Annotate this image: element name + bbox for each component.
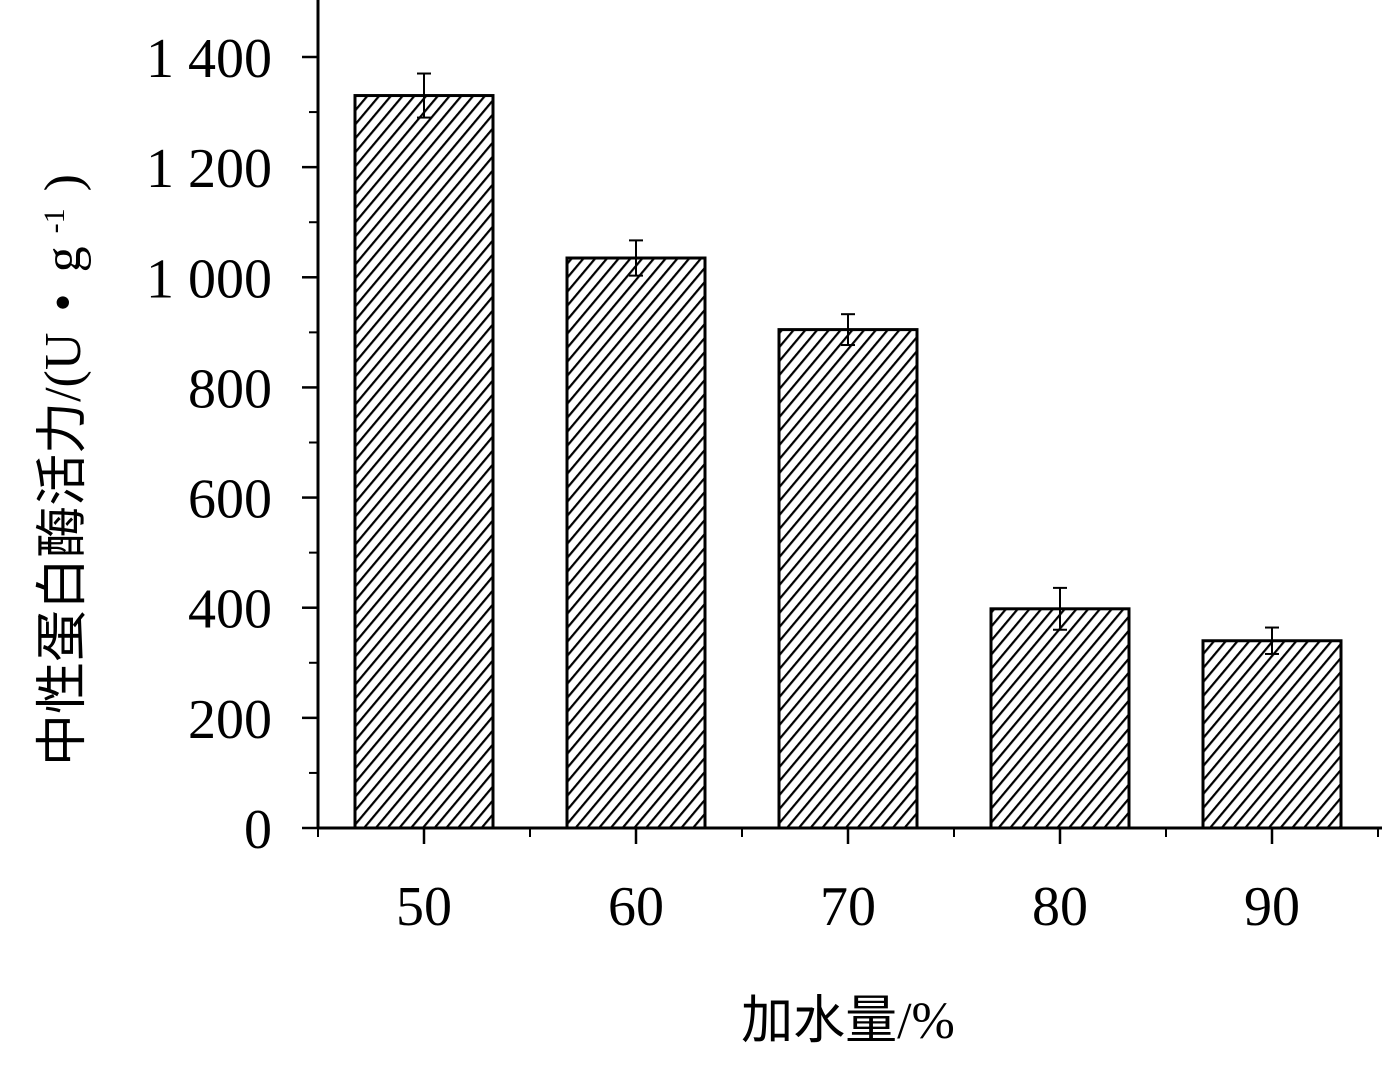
bar-80 [989,607,1131,830]
bar-60 [565,256,707,830]
y-tick-label: 800 [188,358,272,420]
y-axis-title-unit: g [35,246,92,272]
y-tick-label: 1 400 [146,28,272,90]
y-axis-title-close-paren: ) [35,174,92,191]
y-tick-label: 1 000 [146,248,272,310]
bar-90 [1201,639,1343,830]
error-bars-layer [417,72,1279,655]
y-axis-title-main: 中性蛋白酶活力/(U [35,333,92,766]
x-ticks-layer: 50 60 70 80 90 [317,828,1379,938]
y-tick-label: 400 [188,579,272,641]
x-tick-label: 50 [396,876,452,938]
x-axis-title: 加水量/% [741,993,955,1050]
y-axis-title-superscript: -1 [38,208,71,233]
bar-50 [353,94,495,830]
error-bar-60 [629,239,643,277]
y-tick-label: 200 [188,689,272,751]
y-ticks-layer: 0 200 400 600 800 1 000 1 200 1 400 [146,28,318,861]
x-tick-label: 80 [1032,876,1088,938]
error-bar-50 [417,72,431,119]
x-tick-label: 60 [608,876,664,938]
error-bar-80 [1053,586,1067,631]
bars-layer [353,94,1343,830]
error-bar-70 [841,313,855,347]
axes-layer [316,0,1382,830]
error-bar-90 [1265,626,1279,655]
bar-70 [777,328,919,830]
y-axis-title: 中性蛋白酶活力/(U • g -1 ) [35,174,92,766]
x-tick-label: 70 [820,876,876,938]
y-tick-label: 600 [188,469,272,531]
x-tick-label: 90 [1244,876,1300,938]
y-axis-title-dot: • [35,293,92,311]
y-tick-label: 0 [244,799,272,861]
y-tick-label: 1 200 [146,138,272,200]
